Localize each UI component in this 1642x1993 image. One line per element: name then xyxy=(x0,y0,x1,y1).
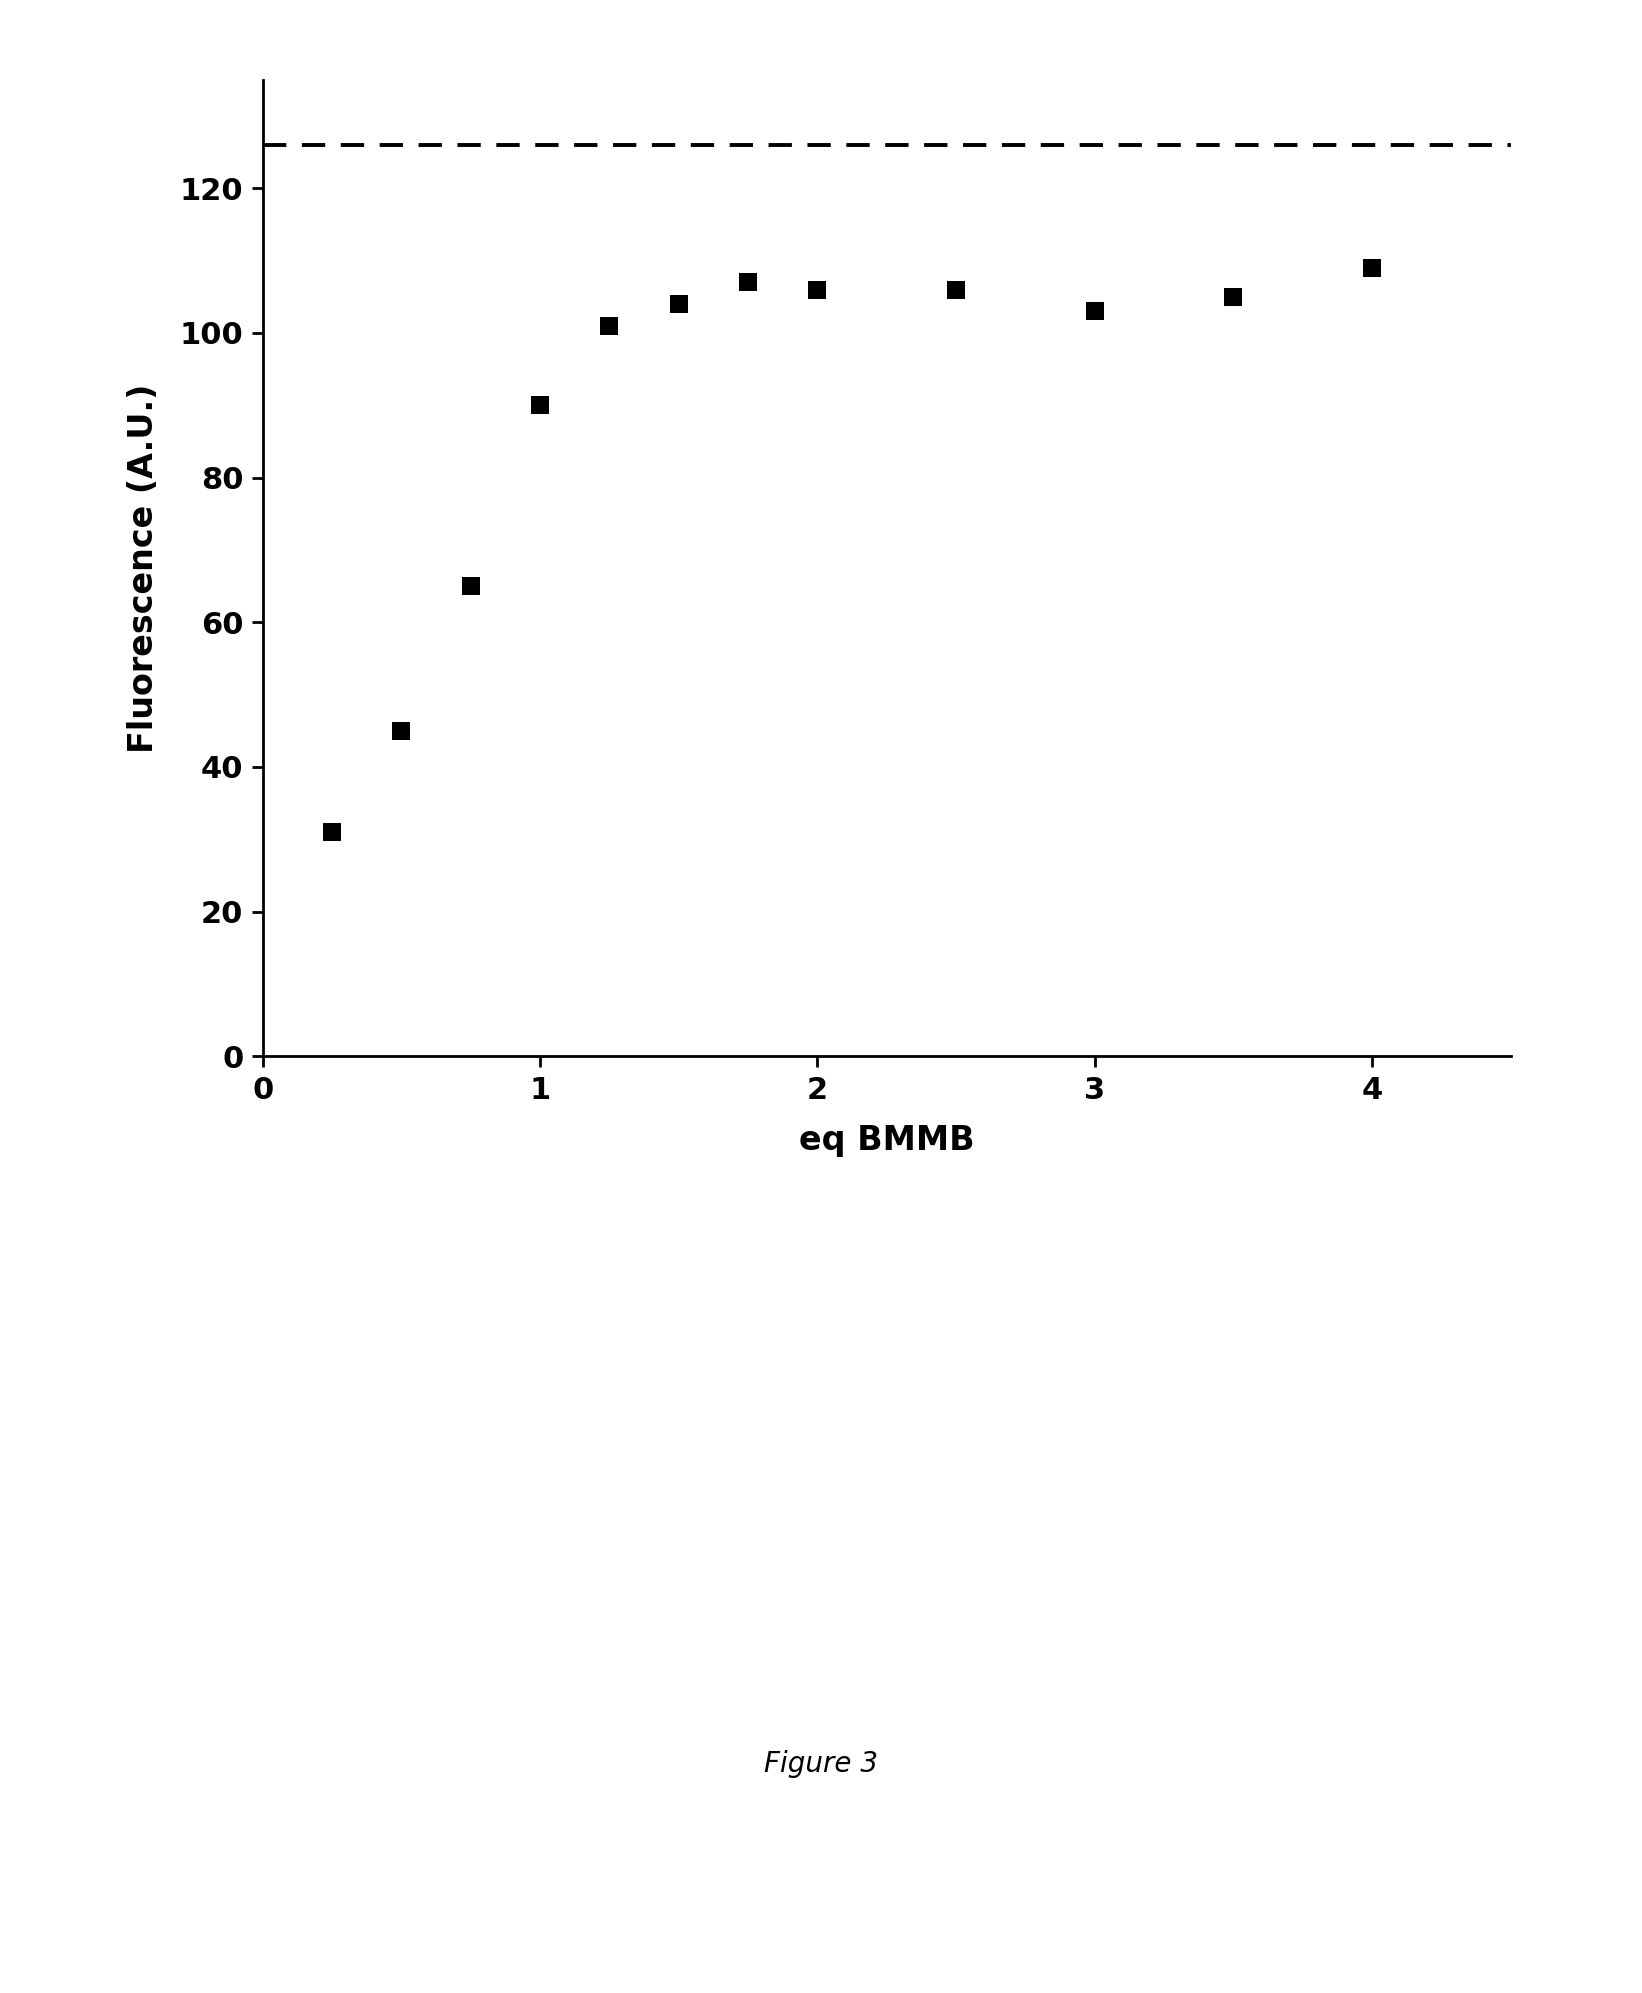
Point xyxy=(319,815,345,847)
Point xyxy=(1220,281,1246,313)
Point xyxy=(665,289,691,321)
Y-axis label: Fluorescence (A.U.): Fluorescence (A.U.) xyxy=(126,383,159,753)
Text: Figure 3: Figure 3 xyxy=(764,1750,878,1778)
Point xyxy=(736,267,762,299)
Point xyxy=(388,715,414,747)
Point xyxy=(805,273,831,305)
Point xyxy=(596,309,622,341)
Point xyxy=(458,570,484,602)
Point xyxy=(527,389,553,421)
Point xyxy=(1360,251,1386,283)
X-axis label: eq BMMB: eq BMMB xyxy=(800,1124,974,1158)
Point xyxy=(943,273,969,305)
Point xyxy=(1082,295,1108,327)
